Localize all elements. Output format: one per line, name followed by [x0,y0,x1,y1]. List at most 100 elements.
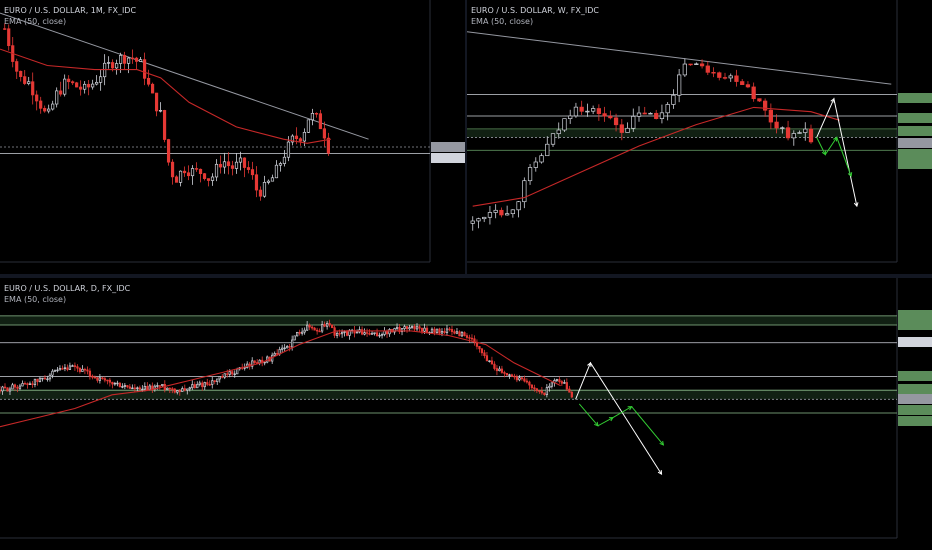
daily-candle [111,381,114,385]
weekly-chart[interactable] [467,0,932,274]
weekly-candle [677,74,682,96]
daily-candle [113,382,116,385]
weekly-zone-0 [467,128,897,138]
weekly-candle [722,77,728,79]
weekly-candle [717,72,722,78]
weekly-candle [780,127,785,129]
daily-candle [183,388,186,391]
daily-candle [563,382,566,384]
daily-candle [555,379,558,381]
daily-candle [36,378,39,382]
daily-candle [378,334,381,337]
daily-candle [171,388,174,390]
daily-candle [206,382,209,385]
daily-candle [306,324,309,331]
monthly-candle [123,55,127,64]
daily-candle [480,348,484,354]
monthly-candle [154,92,159,112]
monthly-candle [178,170,183,183]
daily-candle [283,347,286,350]
daily-candle [56,369,59,372]
weekly-candle [476,218,481,222]
daily-candle [343,331,346,333]
weekly-candle [608,115,613,119]
monthly-candle [290,135,295,143]
daily-candle [33,378,37,385]
daily-candle [340,331,344,335]
daily-candle [203,382,206,388]
daily-candle [465,335,469,338]
daily-candle [518,377,521,381]
daily-candle [418,326,421,329]
daily-candle [221,376,224,378]
daily-price-badge [898,320,932,330]
monthly-candle [43,107,47,112]
daily-candle [558,379,561,382]
daily-candle [395,326,399,329]
daily-candle [226,373,229,375]
daily-candle [500,368,504,373]
daily-candle [570,391,573,398]
daily-candle [483,352,486,356]
daily-candle [116,382,119,385]
daily-candle [498,368,501,372]
daily-projection-arrow-1 [578,403,664,446]
weekly-arrowhead [853,202,859,208]
daily-candle [218,376,221,380]
daily-candle [93,376,97,379]
daily-candle [193,384,196,389]
daily-price-badge [898,394,932,404]
daily-chart[interactable] [0,278,932,550]
weekly-candle [682,63,687,76]
daily-candle [301,331,304,334]
weekly-candle [654,112,659,119]
daily-candle [363,332,366,335]
monthly-candle [182,170,187,174]
monthly-ema-line [0,48,331,144]
daily-candle [78,367,82,372]
daily-candle [146,386,149,391]
weekly-candle [803,128,808,133]
daily-candle [458,331,461,337]
daily-candle [383,330,386,335]
daily-candle [228,371,231,375]
weekly-candle [545,143,550,157]
daily-candle [181,388,184,392]
daily-chart-panel[interactable]: EURO / U.S. DOLLAR, D, FX_IDC EMA (50, c… [0,278,932,550]
monthly-candle [286,141,291,158]
daily-candle [445,328,449,333]
daily-candle [103,378,106,381]
daily-price-badge [898,405,932,415]
weekly-candle [694,63,699,65]
monthly-candle [226,161,231,167]
daily-candle [286,346,289,349]
daily-candle [191,384,194,389]
daily-candle [423,327,426,332]
daily-candle [121,386,124,388]
daily-candle [438,328,441,334]
daily-candle [543,392,546,395]
monthly-candle [95,81,99,85]
daily-candle [478,346,481,350]
monthly-candle [146,77,151,85]
weekly-price-badge [898,159,932,169]
monthly-chart[interactable] [0,0,465,274]
daily-header: EURO / U.S. DOLLAR, D, FX_IDC EMA (50, c… [4,283,130,305]
monthly-candle [31,81,35,96]
daily-candle [495,368,499,372]
daily-candle [196,384,199,389]
daily-candle [158,385,161,387]
daily-candle [565,382,568,390]
daily-candle [123,385,126,387]
monthly-candle [119,55,123,64]
monthly-candle [27,81,31,84]
monthly-chart-panel[interactable]: EURO / U.S. DOLLAR, 1M, FX_IDC EMA (50, … [0,0,465,274]
daily-candle [106,379,109,382]
daily-candle [505,373,509,376]
weekly-chart-panel[interactable]: EURO / U.S. DOLLAR, W, FX_IDC EMA (50, c… [467,0,932,274]
monthly-candle [186,172,191,177]
monthly-candle [127,57,131,64]
daily-candle [96,377,99,381]
monthly-candle [242,157,247,168]
monthly-candle [246,167,251,170]
